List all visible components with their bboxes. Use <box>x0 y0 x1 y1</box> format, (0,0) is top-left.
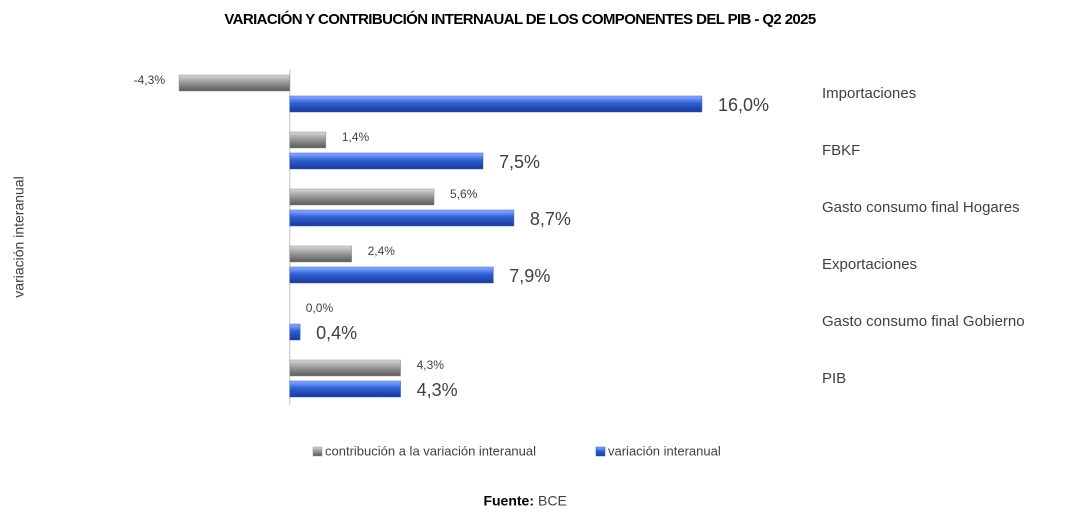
bar <box>289 152 484 170</box>
legend-label: variación interanual <box>608 443 721 458</box>
bar <box>289 245 352 263</box>
value-label: 4,3% <box>417 380 458 400</box>
value-label: 7,5% <box>499 152 540 172</box>
legend-swatch <box>312 446 323 457</box>
bar <box>289 95 703 113</box>
source-text: BCE <box>538 493 567 509</box>
category-label: Gasto consumo final Gobierno <box>822 313 1025 330</box>
category-label: FBKF <box>822 142 860 159</box>
bar <box>289 188 435 206</box>
value-label: 7,9% <box>509 266 550 286</box>
value-label: 16,0% <box>718 95 769 115</box>
y-axis-label: variación interanual <box>11 176 27 297</box>
source-label: Fuente: <box>483 493 534 509</box>
category-label: Importaciones <box>822 85 916 102</box>
bar <box>289 209 515 227</box>
category-label: PIB <box>822 370 846 387</box>
bar <box>289 131 327 149</box>
value-label: 1,4% <box>342 130 370 144</box>
bar <box>289 359 401 377</box>
chart-title: VARIACIÓN Y CONTRIBUCIÓN INTERNAUAL DE L… <box>224 10 816 28</box>
legend-swatch <box>595 446 606 457</box>
bar <box>289 266 494 284</box>
bar <box>178 74 291 92</box>
category-label: Gasto consumo final Hogares <box>822 199 1020 216</box>
value-label: 0,0% <box>306 301 334 315</box>
bar <box>289 323 301 341</box>
value-label: 0,4% <box>316 323 357 343</box>
category-label: Exportaciones <box>822 256 917 273</box>
value-label: 4,3% <box>417 358 445 372</box>
value-label: -4,3% <box>134 73 166 87</box>
value-label: 8,7% <box>530 209 571 229</box>
value-label: 2,4% <box>368 244 396 258</box>
legend-label: contribución a la variación interanual <box>325 443 536 458</box>
value-label: 5,6% <box>450 187 478 201</box>
bar <box>289 380 401 398</box>
